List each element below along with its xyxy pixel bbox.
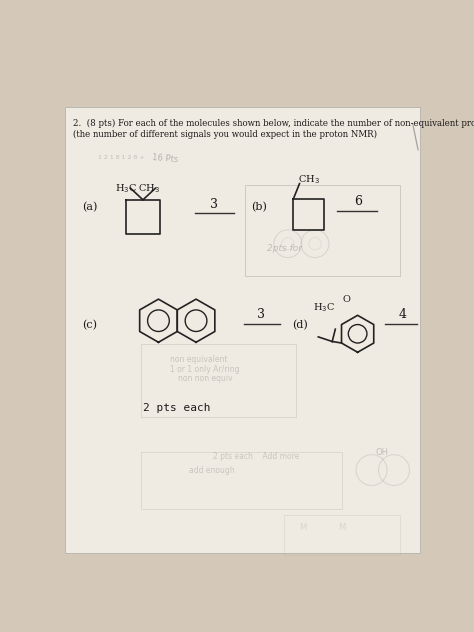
Text: 1 2 1 8 1 2 8 +: 1 2 1 8 1 2 8 + <box>98 155 145 160</box>
Text: 4: 4 <box>399 308 407 322</box>
Text: 3: 3 <box>210 198 218 210</box>
Text: (c): (c) <box>82 320 98 331</box>
FancyBboxPatch shape <box>65 107 420 553</box>
Text: 2.  (8 pts) For each of the molecules shown below, indicate the number of non-eq: 2. (8 pts) For each of the molecules sho… <box>73 119 474 128</box>
Text: O: O <box>342 295 350 304</box>
Text: 1 or 1 only Ar/ring: 1 or 1 only Ar/ring <box>170 365 239 374</box>
Text: CH$_3$: CH$_3$ <box>298 173 320 186</box>
Text: M: M <box>300 523 307 532</box>
Text: H$_3$C: H$_3$C <box>313 301 336 315</box>
Text: (d): (d) <box>292 320 308 331</box>
Text: non non equiv: non non equiv <box>178 374 232 383</box>
Text: M: M <box>338 523 346 532</box>
Text: 2pts for: 2pts for <box>267 245 302 253</box>
Text: (a): (a) <box>82 202 98 212</box>
Text: 16 Pts: 16 Pts <box>152 153 179 164</box>
Text: (the number of different signals you would expect in the proton NMR): (the number of different signals you wou… <box>73 130 377 138</box>
Text: 3: 3 <box>257 308 265 322</box>
Text: 2 pts each    Add more: 2 pts each Add more <box>213 453 299 461</box>
Text: add enough: add enough <box>190 466 235 475</box>
Text: non equivalent: non equivalent <box>170 355 228 364</box>
Text: OH: OH <box>375 447 389 457</box>
Text: CH$_3$: CH$_3$ <box>138 183 160 195</box>
Text: H$_3$C: H$_3$C <box>115 183 137 195</box>
Text: 2 pts each: 2 pts each <box>143 403 210 413</box>
Text: 6: 6 <box>355 195 363 208</box>
Text: (b): (b) <box>251 202 267 212</box>
